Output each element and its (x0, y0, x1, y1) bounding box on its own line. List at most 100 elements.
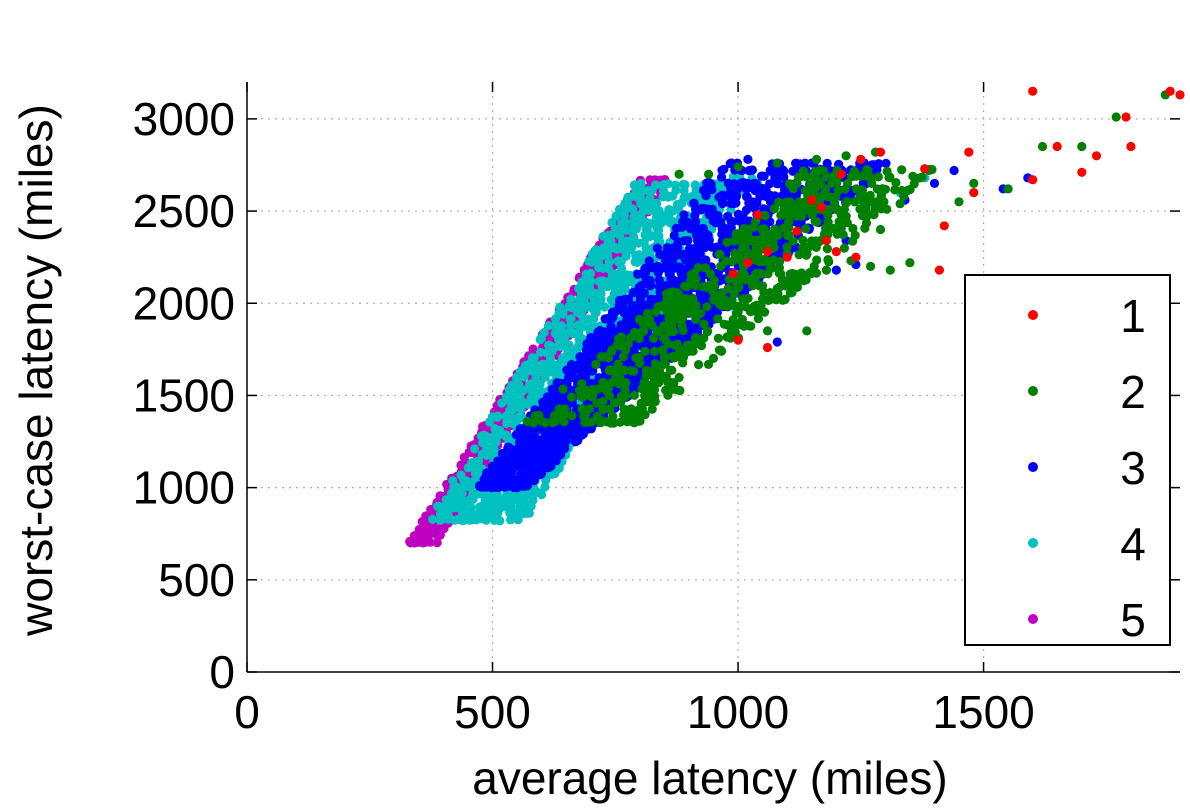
legend: 1 2 3 4 5 (964, 274, 1171, 646)
data-point-series-2 (722, 237, 732, 247)
data-point-series-3 (695, 248, 705, 259)
legend-marker-4 (1028, 538, 1038, 548)
data-point-series-2 (749, 222, 759, 232)
data-point-series-3 (522, 443, 532, 454)
data-point-series-2 (559, 417, 569, 427)
data-point-series-2 (722, 320, 733, 330)
data-point-series-4 (435, 515, 446, 525)
data-point-series-4 (658, 180, 668, 190)
data-point-series-3 (718, 198, 728, 208)
data-point-series-1 (1121, 112, 1131, 122)
data-point-series-2 (796, 204, 806, 214)
data-point-series-2 (674, 169, 684, 179)
data-point-series-2 (659, 351, 669, 362)
data-point-series-2 (895, 199, 905, 209)
data-point-series-5 (528, 344, 538, 354)
data-point-series-2 (629, 390, 640, 400)
legend-label-2: 2 (1120, 366, 1146, 418)
data-point-series-4 (540, 482, 550, 492)
data-point-series-1 (1126, 141, 1136, 152)
data-point-series-4 (520, 360, 531, 370)
data-point-series-4 (537, 359, 547, 369)
data-point-series-4 (632, 211, 642, 221)
data-point-series-4 (497, 494, 507, 504)
data-point-series-1 (875, 147, 886, 157)
data-point-series-2 (862, 165, 872, 175)
data-point-series-2 (772, 158, 782, 168)
data-point-series-2 (796, 268, 807, 278)
data-point-series-2 (766, 289, 776, 299)
data-point-series-2 (890, 185, 900, 195)
data-point-series-2 (792, 282, 803, 292)
data-point-series-3 (949, 165, 959, 176)
data-point-series-4 (505, 496, 515, 506)
data-point-series-4 (516, 404, 526, 414)
data-point-series-4 (663, 192, 673, 202)
data-point-series-1 (762, 247, 773, 257)
data-point-series-2 (774, 268, 784, 278)
data-point-series-2 (600, 378, 610, 388)
data-point-series-4 (551, 314, 561, 324)
data-point-series-2 (1111, 112, 1121, 122)
data-point-series-4 (553, 322, 563, 332)
data-point-series-2 (704, 169, 714, 179)
legend-marker-3 (1028, 462, 1038, 472)
data-point-series-3 (518, 475, 528, 485)
data-point-series-2 (806, 268, 816, 279)
data-point-series-3 (526, 436, 536, 446)
y-tick-label: 3000 (133, 93, 235, 145)
data-point-series-2 (647, 320, 657, 330)
data-point-series-4 (594, 249, 604, 259)
data-point-series-4 (586, 276, 596, 286)
data-point-series-2 (763, 269, 773, 279)
data-point-series-2 (751, 268, 761, 279)
data-point-series-4 (610, 288, 620, 298)
data-point-series-4 (582, 301, 592, 311)
data-point-series-2 (584, 404, 595, 414)
data-point-series-2 (847, 172, 857, 182)
data-point-series-3 (772, 337, 782, 347)
axes (246, 82, 1180, 673)
data-point-series-2 (609, 398, 620, 408)
data-point-series-2 (702, 327, 712, 337)
data-point-series-2 (752, 300, 762, 310)
data-point-series-3 (627, 300, 637, 310)
data-point-series-4 (658, 211, 668, 221)
data-point-series-2 (586, 391, 596, 402)
data-point-series-4 (564, 301, 574, 312)
data-point-series-2 (680, 281, 690, 291)
data-point-series-4 (533, 379, 543, 389)
data-point-series-2 (816, 165, 826, 175)
data-point-series-2 (678, 313, 688, 323)
data-point-series-4 (596, 288, 606, 299)
data-point-series-1 (1165, 86, 1175, 96)
data-point-series-2 (759, 255, 769, 265)
data-point-series-3 (683, 235, 693, 246)
data-point-series-4 (566, 314, 576, 324)
data-point-series-2 (773, 230, 783, 240)
data-point-series-1 (969, 188, 979, 198)
data-point-series-2 (740, 275, 751, 285)
data-point-series-2 (634, 333, 644, 344)
data-point-series-4 (468, 494, 478, 504)
data-point-series-1 (782, 252, 792, 262)
legend-marker-5 (1028, 614, 1038, 624)
data-point-series-4 (623, 225, 633, 235)
data-point-series-3 (701, 191, 711, 201)
data-point-series-2 (842, 218, 852, 228)
data-point-series-2 (578, 392, 588, 402)
data-point-series-2 (1003, 184, 1013, 194)
data-point-series-4 (513, 495, 523, 505)
data-point-series-4 (482, 507, 492, 517)
data-point-series-2 (750, 235, 760, 245)
data-point-series-4 (593, 302, 603, 312)
data-point-series-2 (783, 231, 793, 241)
data-points (405, 86, 1185, 548)
data-point-series-4 (545, 340, 555, 351)
data-point-series-2 (822, 192, 833, 202)
data-point-series-2 (746, 321, 756, 331)
data-point-series-2 (760, 210, 770, 221)
data-point-series-4 (579, 277, 589, 287)
data-point-series-1 (939, 221, 949, 231)
data-point-series-4 (621, 251, 631, 261)
